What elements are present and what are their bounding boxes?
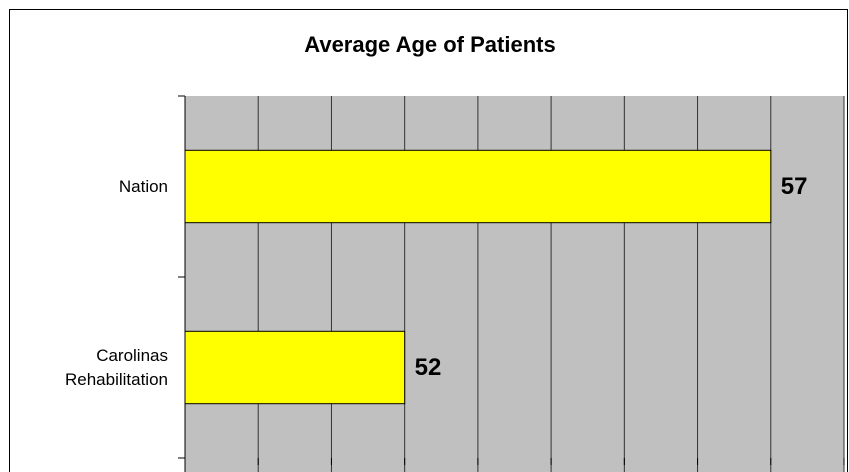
- value-label: 52: [415, 354, 442, 381]
- y-tick-label: Carolinas Rehabilitation: [64, 345, 168, 389]
- chart-title: Average Age of Patients: [304, 32, 555, 57]
- bar: [184, 149, 772, 224]
- y-tick-label: Nation: [118, 176, 168, 196]
- bar: [184, 330, 406, 405]
- value-label: 57: [781, 173, 808, 200]
